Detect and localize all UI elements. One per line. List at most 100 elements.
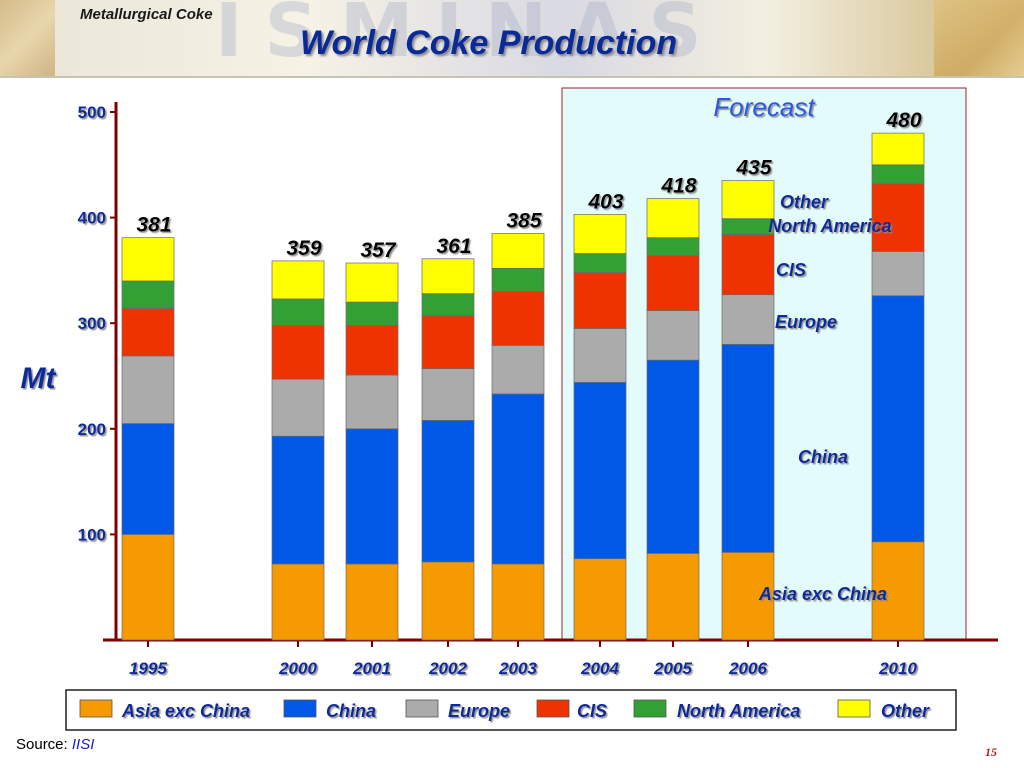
- legend-swatch: [283, 699, 317, 718]
- bar-segment: [121, 308, 175, 357]
- source-note: Source: IISI: [16, 736, 94, 753]
- legend-swatch: [633, 699, 667, 718]
- x-tick-label: 2002: [428, 659, 467, 678]
- bar-segment: [646, 359, 700, 554]
- header-background-lettering: ISMINAS: [215, 0, 724, 74]
- source-label: Source:: [16, 736, 68, 753]
- legend-box: [65, 689, 957, 731]
- legend-label: CIS: [577, 701, 607, 721]
- series-annotation: Europe: [775, 312, 837, 332]
- section-title: Metallurgical Coke: [80, 6, 213, 23]
- y-tick-label: 500: [78, 103, 106, 122]
- series-annotation: Asia exc China: [758, 584, 887, 604]
- bar-segment: [871, 541, 925, 641]
- series-annotation: CIS: [776, 260, 806, 280]
- x-tick-label: 2006: [728, 659, 767, 678]
- bar-segment: [345, 563, 399, 641]
- x-tick-label: 2005: [653, 659, 692, 678]
- bar-segment: [345, 262, 399, 303]
- bar-total-label: 357: [360, 239, 396, 262]
- bar-segment: [871, 183, 925, 252]
- bar-segment: [646, 310, 700, 361]
- x-tick-label: 2000: [278, 659, 317, 678]
- bar-segment: [421, 315, 475, 369]
- bar-segment: [871, 164, 925, 185]
- y-tick-label: 400: [78, 209, 106, 228]
- legend-label: China: [326, 701, 376, 721]
- bar-segment: [871, 251, 925, 297]
- bar-segment: [491, 563, 545, 641]
- bar-segment: [491, 291, 545, 346]
- page-title: World Coke Production: [300, 24, 678, 62]
- legend-label: Asia exc China: [121, 701, 250, 721]
- bar-segment: [721, 218, 775, 235]
- y-axis-title: Mt: [21, 362, 58, 395]
- bar-segment: [121, 423, 175, 535]
- bar-segment: [721, 180, 775, 220]
- series-annotation: China: [798, 447, 848, 467]
- bar-segment: [573, 272, 627, 329]
- bar-segment: [421, 293, 475, 317]
- legend-swatch: [837, 699, 871, 718]
- y-tick-label: 100: [78, 525, 106, 544]
- bar-segment: [491, 345, 545, 395]
- bar-segment: [721, 552, 775, 641]
- legend-label: Europe: [448, 701, 510, 721]
- bar-segment: [491, 233, 545, 269]
- bar-segment: [345, 428, 399, 565]
- bar-segment: [421, 561, 475, 641]
- bar-segment: [271, 324, 325, 380]
- bar-total-label: 403: [587, 190, 623, 213]
- bar-segment: [721, 294, 775, 345]
- x-tick-label: 2001: [352, 659, 391, 678]
- legend-swatch: [405, 699, 439, 718]
- bar-total-label: 480: [885, 109, 921, 132]
- header-divider: [0, 76, 1024, 78]
- bar-segment: [573, 558, 627, 641]
- bar-segment: [121, 280, 175, 309]
- bar-total-label: 359: [286, 237, 321, 260]
- bar-segment: [271, 260, 325, 300]
- x-tick-label: 1995: [129, 659, 167, 678]
- bar-segment: [721, 343, 775, 553]
- bar-total-label: 418: [660, 175, 696, 198]
- bar-segment: [421, 368, 475, 421]
- bar-segment: [573, 214, 627, 254]
- bar-segment: [646, 255, 700, 311]
- bar-segment: [421, 258, 475, 294]
- y-tick-label: 200: [78, 420, 106, 439]
- bar-total-label: 435: [735, 157, 771, 180]
- header-decoration-right: [934, 0, 1024, 78]
- bar-segment: [491, 393, 545, 565]
- bar-segment: [573, 328, 627, 383]
- bar-segment: [271, 435, 325, 565]
- bar-segment: [871, 132, 925, 166]
- bar-segment: [721, 234, 775, 296]
- stacked-bar-chart: Forecast 100 200 300 400 500 Mt 1995 2000 2001 20…: [21, 87, 998, 731]
- bar-segment: [345, 324, 399, 376]
- bar-segment: [421, 420, 475, 563]
- bar-segment: [271, 563, 325, 641]
- bar-segment: [646, 198, 700, 239]
- x-tick-label: 2003: [498, 659, 537, 678]
- legend-label: Other: [881, 701, 930, 721]
- slide-header: ISMINAS: [0, 0, 1024, 78]
- forecast-label: Forecast: [713, 92, 816, 122]
- bar-segment: [271, 298, 325, 326]
- legend-label: North America: [677, 701, 800, 721]
- x-tick-label: 2010: [878, 659, 917, 678]
- bar-segment: [646, 553, 700, 641]
- bar-total-label: 381: [136, 214, 171, 237]
- legend-swatch: [536, 699, 570, 718]
- series-annotation: North America: [768, 216, 891, 236]
- bar-segment: [573, 253, 627, 273]
- bar-segment: [646, 237, 700, 256]
- bar-total-label: 361: [436, 235, 471, 258]
- series-annotation: Other: [780, 192, 829, 212]
- page-number: 15: [985, 745, 997, 759]
- legend-swatch: [79, 699, 113, 718]
- bar-segment: [871, 295, 925, 543]
- source-org: IISI: [71, 736, 95, 753]
- bar-segment: [271, 378, 325, 437]
- bar-segment: [491, 267, 545, 292]
